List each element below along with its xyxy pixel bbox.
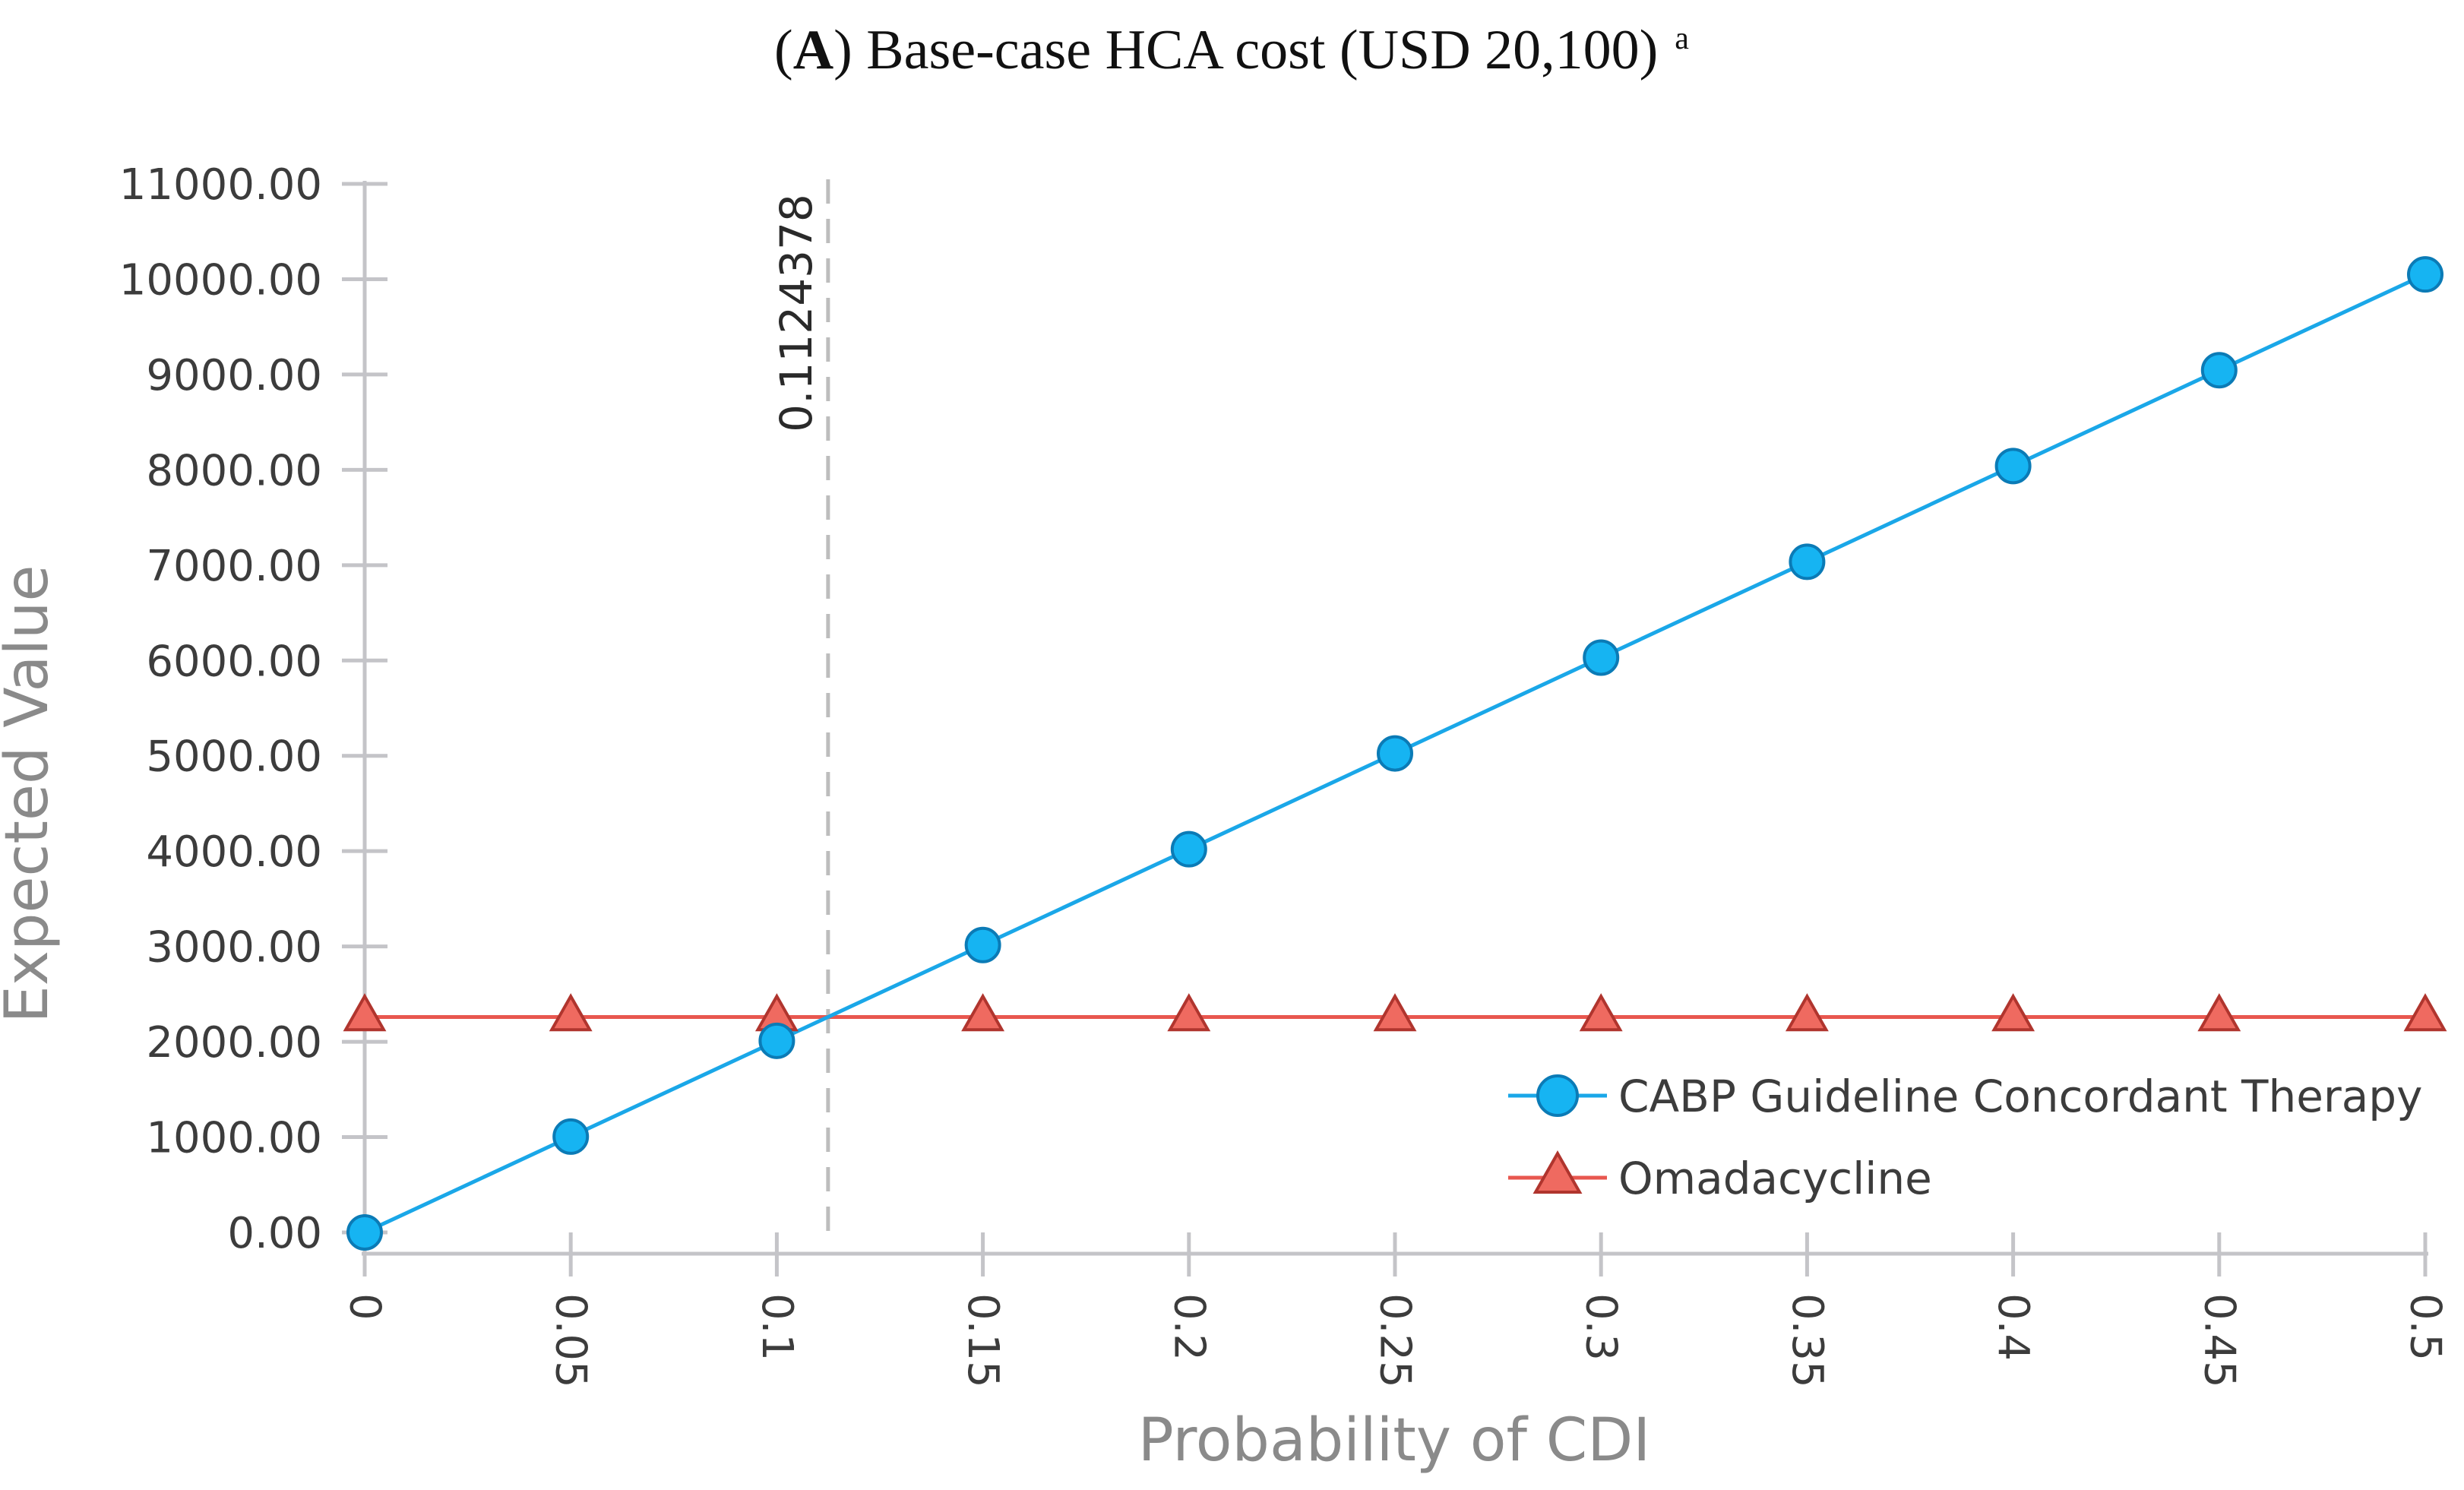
y-tick-label: 7000.00 xyxy=(146,542,322,591)
x-tick-label: 0.15 xyxy=(958,1293,1007,1388)
point-omadacycline xyxy=(2403,993,2447,1032)
point-cabp xyxy=(1583,639,1620,676)
point-omadacycline xyxy=(1785,993,1829,1032)
point-cabp xyxy=(1994,448,2032,485)
x-tick-label: 0.25 xyxy=(1371,1293,1420,1388)
x-axis-title: Probability of CDI xyxy=(1138,1406,1651,1475)
x-tick-label: 0.4 xyxy=(1988,1293,2038,1361)
y-tick-label: 8000.00 xyxy=(146,446,322,495)
point-cabp xyxy=(964,926,1001,963)
point-omadacycline xyxy=(343,993,387,1032)
y-tick-label: 6000.00 xyxy=(146,637,322,686)
y-tick-label: 10000.00 xyxy=(119,255,322,305)
x-tick-label: 0.1 xyxy=(752,1293,802,1361)
y-tick-label: 5000.00 xyxy=(146,732,322,782)
y-tick-label: 11000.00 xyxy=(119,160,322,210)
legend-label-omadacycline: Omadacycline xyxy=(1618,1153,1932,1204)
point-cabp xyxy=(346,1214,383,1251)
x-tick-label: 0.35 xyxy=(1782,1293,1832,1388)
legend-marker-cabp xyxy=(1536,1074,1579,1117)
axes: 0.00 1000.00 2000.00 3000.00 4000.00 5000.00 6… xyxy=(119,160,2450,1388)
x-tick-label: 0.2 xyxy=(1164,1293,1213,1361)
chart-title: (A) Base-case HCA cost (USD 20,100) a xyxy=(774,19,1689,81)
point-cabp xyxy=(552,1118,590,1155)
threshold-label: 0.1124378 xyxy=(770,194,822,432)
point-cabp xyxy=(1170,830,1207,868)
point-omadacycline xyxy=(2197,993,2241,1032)
y-tick-label: 2000.00 xyxy=(146,1018,322,1068)
x-tick-label: 0.5 xyxy=(2401,1293,2450,1361)
point-cabp xyxy=(2200,352,2238,389)
y-tick-label: 3000.00 xyxy=(146,923,322,973)
threshold-group: 0.1124378 xyxy=(770,179,830,1240)
point-omadacycline xyxy=(1579,993,1623,1032)
point-omadacycline xyxy=(549,993,593,1032)
x-tick-label: 0.45 xyxy=(2194,1293,2244,1388)
point-omadacycline xyxy=(1991,993,2035,1032)
y-tick-label: 4000.00 xyxy=(146,827,322,877)
y-axis-title: Expected Value xyxy=(0,565,62,1023)
legend: CABP Guideline Concordant Therapy Omadac… xyxy=(1508,1071,2422,1204)
point-cabp xyxy=(2407,256,2443,293)
y-tick-label: 9000.00 xyxy=(146,351,322,400)
point-omadacycline xyxy=(1373,993,1417,1032)
plot-area xyxy=(343,256,2447,1251)
y-tick-label: 1000.00 xyxy=(146,1114,322,1163)
legend-marker-omadacycline xyxy=(1532,1150,1583,1194)
point-cabp xyxy=(758,1022,796,1059)
point-omadacycline xyxy=(961,993,1005,1032)
x-tick-label: 0.05 xyxy=(546,1293,596,1388)
x-tick-label: 0.3 xyxy=(1577,1293,1626,1361)
x-tick-label: 0 xyxy=(340,1293,390,1321)
point-cabp xyxy=(1377,735,1413,772)
point-omadacycline xyxy=(1167,993,1211,1032)
legend-label-cabp: CABP Guideline Concordant Therapy xyxy=(1618,1071,2422,1122)
point-cabp xyxy=(1789,543,1826,580)
y-tick-label: 0.00 xyxy=(227,1209,322,1258)
